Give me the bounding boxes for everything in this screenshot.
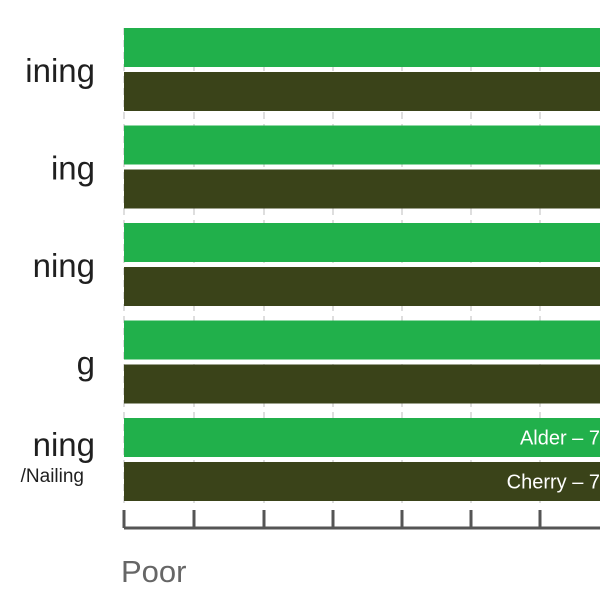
- bar-3-0: [124, 320, 600, 360]
- bar-2-0: [124, 223, 600, 262]
- subcategory-label-4: /Nailing: [21, 466, 84, 487]
- bar-4-1: [124, 462, 600, 501]
- category-label-2: ning: [33, 247, 95, 284]
- bar-0-0: [124, 28, 600, 67]
- bar-data-label-4-0: Alder – 7: [520, 428, 600, 450]
- category-label-4: ning: [33, 426, 95, 463]
- bar-3-1: [124, 364, 600, 404]
- category-label-3: g: [77, 345, 95, 382]
- bar-0-1: [124, 72, 600, 111]
- bar-2-1: [124, 267, 600, 306]
- bar-1-0: [124, 125, 600, 165]
- bar-1-1: [124, 169, 600, 209]
- bar-4-0: [124, 418, 600, 457]
- category-label-0: ining: [25, 52, 95, 89]
- bar-data-label-4-1: Cherry – 7: [507, 472, 600, 494]
- x-axis-label: Poor: [121, 554, 186, 589]
- category-label-1: ing: [51, 150, 95, 187]
